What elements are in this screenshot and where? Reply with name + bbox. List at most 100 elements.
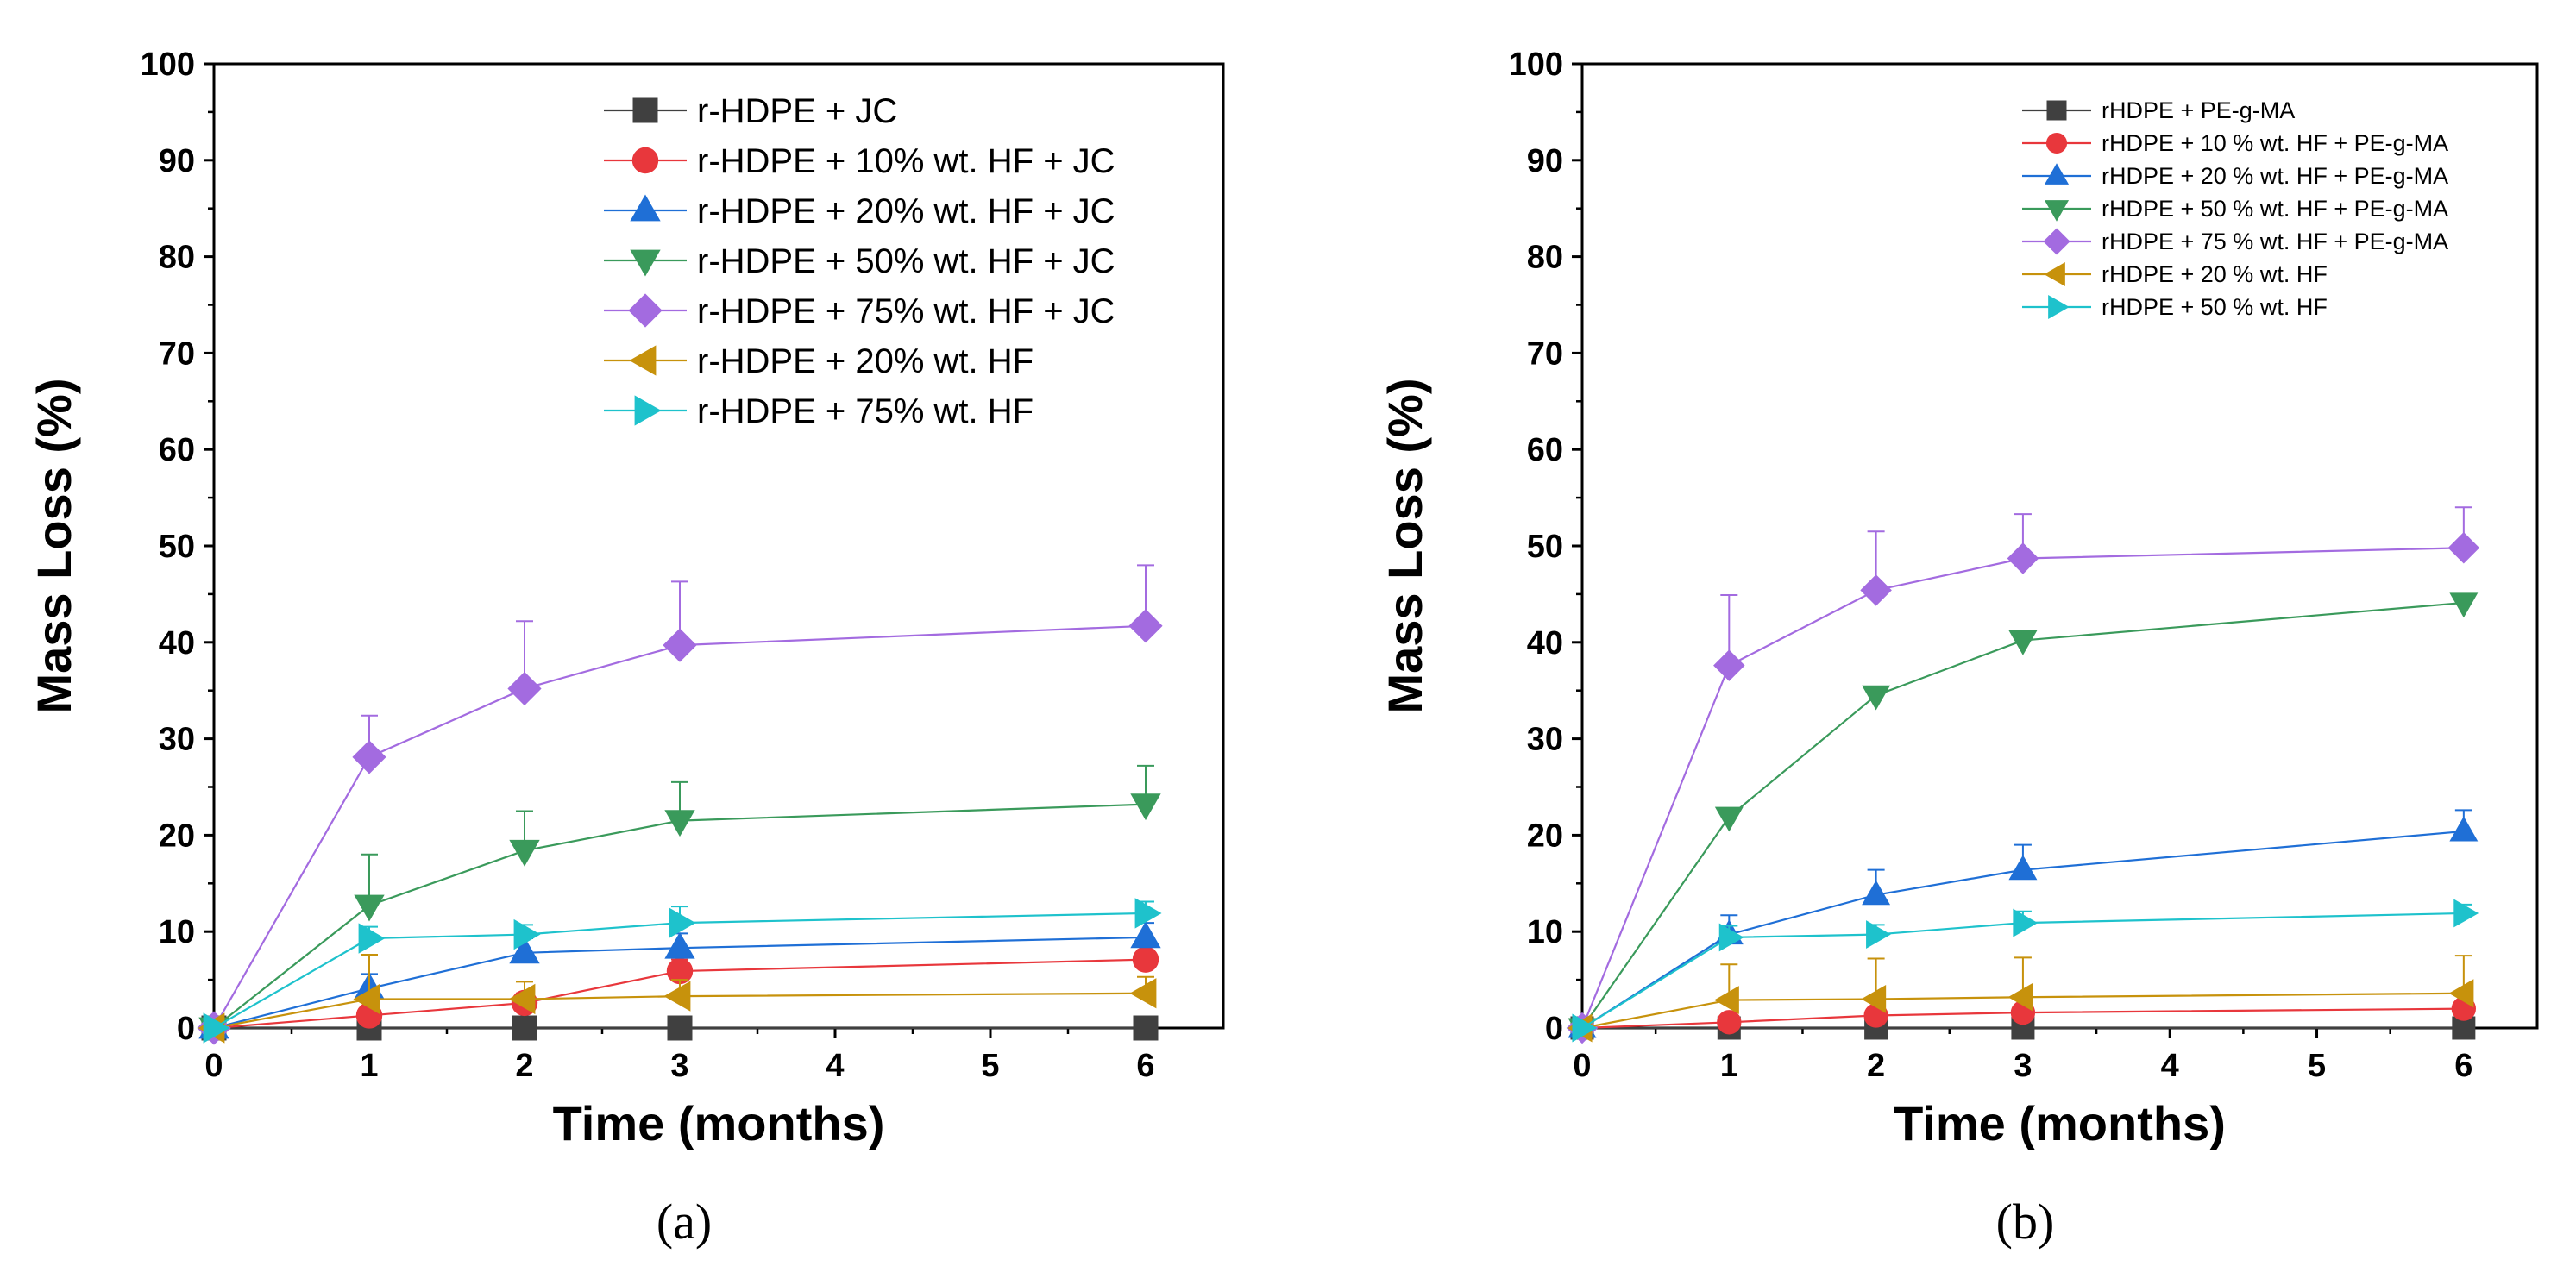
data-point	[1718, 923, 1744, 952]
x-tick-label: 6	[1136, 1048, 1154, 1084]
data-point	[352, 740, 386, 774]
x-tick-label: 4	[826, 1048, 844, 1084]
x-tick-label: 1	[360, 1048, 378, 1084]
series-6	[203, 898, 1162, 1044]
y-tick-label: 60	[159, 432, 195, 468]
data-point	[1866, 920, 1891, 950]
data-point	[2007, 542, 2039, 574]
legend-entry: rHDPE + 50 % wt. HF	[2022, 294, 2328, 320]
x-tick-label: 2	[515, 1048, 533, 1084]
legend-marker	[630, 249, 661, 277]
data-point	[2447, 531, 2480, 564]
chart-panel-a: 0 10 20 30 40 50 60 70 80 90 100 0 1 2 3 4 5 6 Time (month…	[27, 47, 1225, 1250]
y-axis-title: Mass Loss (%)	[1378, 379, 1432, 714]
legend-entry: rHDPE + 20 % wt. HF + PE-g-MA	[2022, 163, 2448, 189]
legend-label: r-HDPE + 20% wt. HF + JC	[697, 192, 1115, 230]
x-tick-label: 5	[981, 1048, 999, 1084]
data-point	[509, 937, 540, 964]
y-tick-label: 20	[1527, 818, 1563, 854]
legend-label: r-HDPE + 75% wt. HF + JC	[697, 292, 1115, 330]
legend-entry: rHDPE + 75 % wt. HF + PE-g-MA	[2022, 228, 2448, 255]
legend: rHDPE + PE-g-MA rHDPE + 10 % wt. HF + PE-…	[2022, 97, 2448, 320]
y-tick-label: 30	[1527, 722, 1563, 758]
legend-label: r-HDPE + 10% wt. HF + JC	[697, 142, 1115, 180]
data-point	[1714, 806, 1744, 832]
legend-label: r-HDPE + 20% wt. HF	[697, 342, 1034, 380]
data-point	[2449, 816, 2479, 842]
y-tick-label: 80	[159, 240, 195, 276]
legend-label: rHDPE + 20 % wt. HF	[2102, 261, 2328, 287]
data-point	[2449, 592, 2479, 618]
legend-marker	[2044, 261, 2065, 287]
data-point	[1862, 880, 1891, 906]
data-point	[669, 907, 696, 938]
data-point	[2453, 899, 2479, 928]
data-point	[353, 983, 380, 1015]
data-point	[1713, 649, 1745, 681]
series-line	[1580, 547, 2464, 1029]
legend-entry: rHDPE + 10 % wt. HF + PE-g-MA	[2022, 130, 2448, 156]
legend-label: r-HDPE + JC	[697, 92, 897, 130]
y-tick-label: 10	[1527, 914, 1563, 950]
legend-label: rHDPE + 75 % wt. HF + PE-g-MA	[2102, 229, 2448, 254]
x-axis-title: Time (months)	[1894, 1096, 2226, 1150]
y-tick-label: 50	[1527, 529, 1563, 565]
data-point	[507, 671, 542, 706]
legend-entry: r-HDPE + JC	[604, 92, 897, 130]
legend-entry: r-HDPE + 50% wt. HF + JC	[604, 242, 1115, 280]
data-point	[513, 918, 541, 950]
legend-label: r-HDPE + 75% wt. HF	[697, 392, 1034, 430]
y-tick-label: 60	[1527, 432, 1563, 468]
data-point	[2008, 855, 2038, 881]
legend-entry: rHDPE + PE-g-MA	[2022, 97, 2295, 123]
legend-label: rHDPE + 20 % wt. HF + PE-g-MA	[2102, 163, 2448, 189]
data-point	[1717, 1010, 1742, 1035]
x-tick-label: 3	[670, 1048, 688, 1084]
data-point	[1129, 978, 1157, 1009]
legend-entry: r-HDPE + 20% wt. HF	[604, 342, 1034, 380]
series-3	[1568, 592, 2479, 1044]
data-point	[1134, 898, 1162, 929]
legend-entry: r-HDPE + 10% wt. HF + JC	[604, 142, 1115, 180]
y-tick-label: 50	[159, 529, 195, 565]
panel-label: (b)	[1996, 1194, 2055, 1250]
legend-marker	[628, 293, 663, 328]
x-tick-label: 2	[1867, 1048, 1885, 1084]
data-point	[1128, 609, 1163, 643]
y-axis-title: Mass Loss (%)	[27, 379, 81, 714]
legend-marker	[2048, 294, 2070, 320]
x-tick-label: 5	[2308, 1048, 2326, 1084]
legend-entry: r-HDPE + 75% wt. HF	[604, 392, 1034, 430]
legend-entry: r-HDPE + 75% wt. HF + JC	[604, 292, 1115, 330]
data-point	[663, 981, 691, 1012]
legend-entry: rHDPE + 50 % wt. HF + PE-g-MA	[2022, 196, 2448, 222]
y-tick-label: 40	[1527, 625, 1563, 661]
data-point	[2007, 982, 2033, 1012]
y-tick-label: 30	[159, 722, 195, 758]
data-point	[1130, 921, 1161, 949]
x-tick-label: 0	[1573, 1048, 1591, 1084]
data-point	[1133, 1015, 1159, 1041]
data-point	[358, 923, 386, 954]
legend-entry: r-HDPE + 20% wt. HF + JC	[604, 192, 1115, 230]
data-point	[1860, 574, 1892, 606]
data-point	[203, 1012, 230, 1044]
y-tick-label: 40	[159, 625, 195, 661]
y-tick-label: 80	[1527, 240, 1563, 276]
legend-label: r-HDPE + 50% wt. HF + JC	[697, 242, 1115, 280]
legend-marker	[2044, 163, 2070, 185]
panel-label: (a)	[657, 1194, 712, 1250]
data-point	[2008, 630, 2038, 655]
data-point	[354, 894, 385, 922]
legend-marker	[2043, 228, 2070, 255]
x-tick-label: 0	[204, 1048, 223, 1084]
y-tick-label: 100	[141, 47, 195, 83]
legend-label: rHDPE + 10 % wt. HF + PE-g-MA	[2102, 130, 2448, 156]
y-tick-label: 70	[159, 335, 195, 372]
x-axis-title: Time (months)	[553, 1096, 885, 1150]
y-tick-label: 0	[1545, 1011, 1563, 1047]
y-tick-label: 90	[1527, 143, 1563, 179]
legend-marker	[632, 97, 658, 123]
data-point	[1862, 685, 1891, 711]
